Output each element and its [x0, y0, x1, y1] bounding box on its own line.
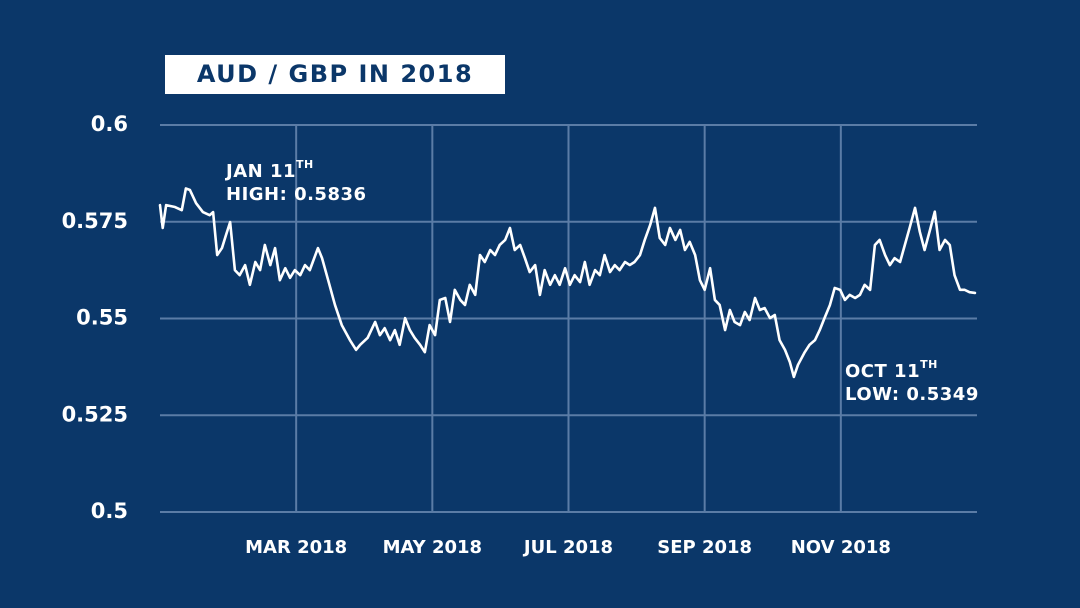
x-tick-label: MAY 2018 — [383, 537, 483, 558]
x-tick-label: MAR 2018 — [245, 537, 347, 558]
annotation-text: HIGH: 0.5836 — [226, 184, 367, 205]
line — [158, 187, 977, 379]
x-tick-label: JUL 2018 — [522, 537, 613, 558]
annotation-suffix: TH — [296, 158, 314, 171]
y-tick-label: 0.5 — [91, 499, 128, 523]
plot — [158, 187, 977, 379]
annotation-date-text: JAN 11 — [224, 161, 296, 182]
annotation-text: LOW: 0.5349 — [845, 384, 979, 405]
annotation-date-text: OCT 11 — [845, 361, 920, 382]
annotation-date: JAN 11TH — [224, 158, 314, 182]
y-tick-label: 0.55 — [76, 306, 128, 330]
annotation-date: OCT 11TH — [845, 358, 938, 382]
x-tick-label: SEP 2018 — [657, 537, 752, 558]
chart-title: AUD / GBP IN 2018 — [197, 60, 473, 88]
x-tick-label: NOV 2018 — [791, 537, 891, 558]
title-box — [165, 55, 505, 94]
grid: 0.5 0.525 0.55 0.575 0.6 MAR 2018 MAY 2018 JUL … — [62, 112, 977, 558]
y-tick-label: 0.6 — [91, 112, 128, 136]
y-tick-label: 0.575 — [62, 209, 128, 233]
annotation-suffix: TH — [920, 358, 938, 371]
y-tick-label: 0.525 — [62, 402, 128, 426]
